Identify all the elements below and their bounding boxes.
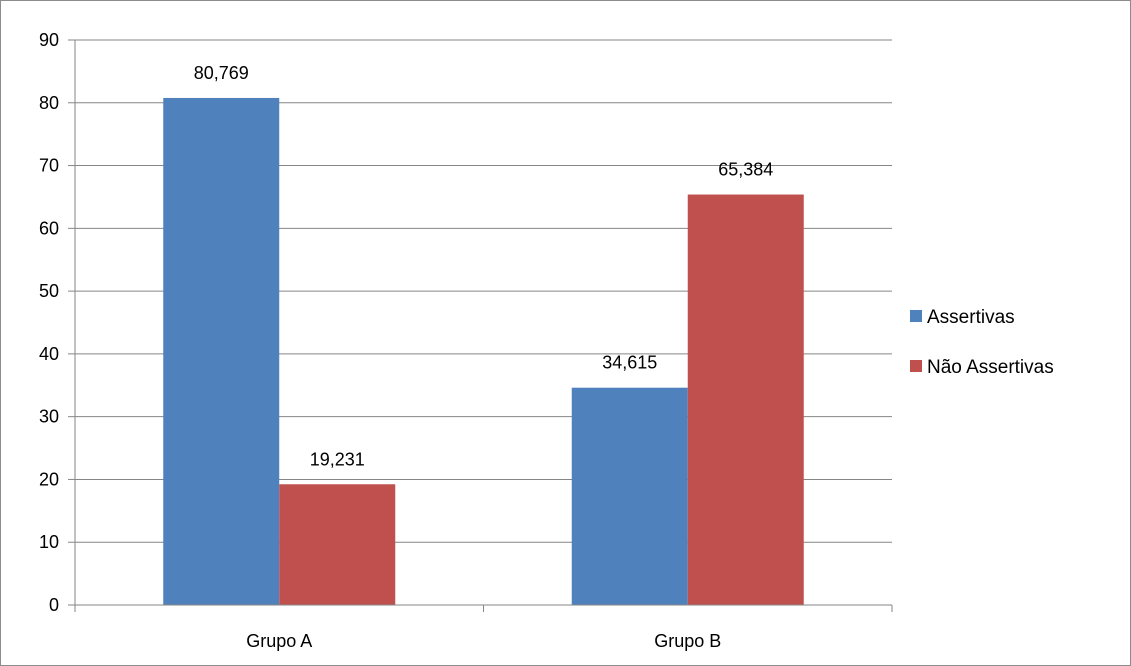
bar [571, 387, 688, 605]
legend-label: Não Assertivas [927, 357, 1054, 378]
data-label: 80,769 [194, 63, 249, 83]
y-tick-label: 50 [39, 281, 59, 301]
legend-label: Assertivas [927, 307, 1015, 328]
bar [279, 484, 396, 605]
y-tick-label: 80 [39, 93, 59, 113]
legend: Assertivas Não Assertivas [910, 307, 1054, 378]
data-label: 65,384 [718, 160, 773, 180]
data-labels: 80,769 19,231 34,615 65,384 [194, 63, 774, 469]
y-tick-label: 40 [39, 344, 59, 364]
y-tick-label: 10 [39, 532, 59, 552]
x-tick-labels: Grupo A Grupo B [246, 631, 721, 651]
y-tick-label: 30 [39, 407, 59, 427]
y-tick-labels: 0 10 20 30 40 50 60 70 80 90 [39, 30, 59, 615]
legend-swatch [910, 310, 922, 322]
x-tick-label: Grupo B [654, 631, 721, 651]
axes [68, 39, 893, 612]
legend-swatch [910, 360, 922, 372]
x-tick-label: Grupo A [246, 631, 312, 651]
bar [687, 194, 804, 605]
y-tick-label: 0 [49, 595, 59, 615]
y-tick-label: 90 [39, 30, 59, 50]
data-label: 34,615 [602, 353, 657, 373]
y-tick-label: 70 [39, 156, 59, 176]
y-tick-label: 60 [39, 218, 59, 238]
bars [163, 97, 804, 605]
bar [163, 97, 280, 605]
y-tick-label: 20 [39, 469, 59, 489]
data-label: 19,231 [310, 449, 365, 469]
